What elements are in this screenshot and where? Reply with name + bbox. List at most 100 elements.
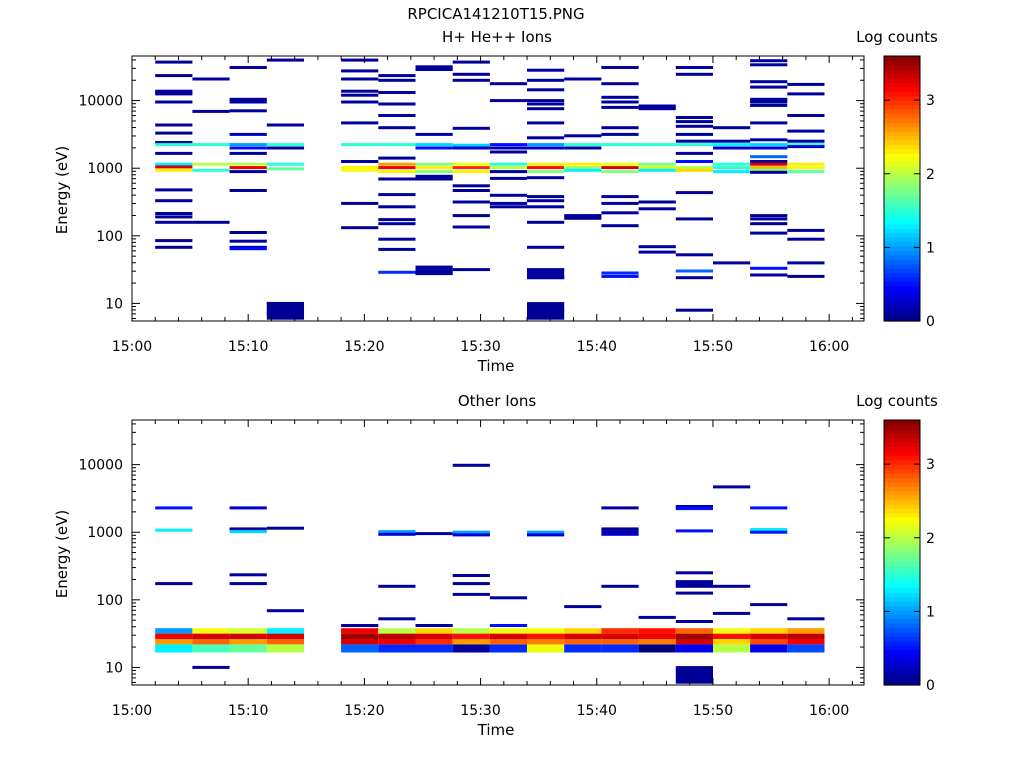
- colorbar-swatch: [884, 148, 920, 154]
- x-tick-label: 16:00: [809, 339, 849, 355]
- heatmap-cell: [750, 85, 788, 89]
- colorbar-swatch: [884, 508, 920, 514]
- heatmap-cell: [378, 584, 416, 588]
- colorbar-swatch: [884, 446, 920, 452]
- heatmap-cell: [229, 527, 267, 531]
- heatmap-cell: [378, 218, 416, 222]
- heatmap-cell: [787, 166, 825, 170]
- heatmap-band-cell: [675, 628, 713, 634]
- heatmap-band-cell: [155, 633, 193, 639]
- heatmap-cell: [229, 189, 267, 192]
- y-tick-label: 10000: [78, 458, 123, 474]
- colorbar-tick-label: 3: [926, 93, 935, 109]
- heatmap-cell: [155, 245, 193, 249]
- colorbar-swatch: [884, 201, 920, 207]
- colorbar-frame: [883, 55, 921, 322]
- colorbar-swatch: [884, 166, 920, 172]
- heatmap-cell: [155, 199, 193, 203]
- plot-frame: [131, 55, 865, 322]
- y-axis-label: Energy (eV): [53, 510, 71, 598]
- heatmap-band-cell: [750, 633, 788, 639]
- heatmap-cell: [750, 143, 788, 147]
- heatmap-cell: [489, 205, 528, 209]
- heatmap-cell: [675, 160, 713, 163]
- colorbar-tick-label: 1: [926, 604, 935, 620]
- heatmap-cell: [378, 222, 416, 226]
- colorbar-swatch: [884, 495, 920, 501]
- colorbar-swatch: [884, 126, 920, 132]
- heatmap-cell: [675, 269, 713, 273]
- colorbar-swatch: [884, 459, 920, 465]
- heatmap-cell: [415, 170, 453, 174]
- colorbar-swatch: [884, 574, 920, 580]
- colorbar-swatch: [884, 437, 920, 443]
- colorbar-swatch: [884, 583, 920, 589]
- heatmap-band-cell: [713, 628, 751, 634]
- x-tick-label: 15:00: [112, 339, 152, 355]
- colorbar-swatch: [884, 605, 920, 611]
- heatmap-cell: [713, 143, 751, 147]
- heatmap-cell: [415, 162, 453, 166]
- heatmap-band-cell: [527, 633, 565, 639]
- heatmap-cell: [713, 139, 751, 143]
- heatmap-cell: [155, 89, 193, 93]
- heatmap-cell: [415, 532, 453, 536]
- heatmap-cell: [601, 100, 639, 104]
- colorbar-swatch: [884, 565, 920, 571]
- heatmap-band-cell: [378, 639, 416, 645]
- heatmap-band-cell: [489, 639, 528, 645]
- colorbar-swatch: [884, 614, 920, 620]
- heatmap-cell: [675, 620, 713, 623]
- heatmap-cell: [638, 107, 676, 111]
- heatmap-band-cell: [750, 644, 788, 653]
- heatmap-cell: [675, 580, 713, 584]
- heatmap-band-cell: [564, 633, 602, 639]
- heatmap-cell: [601, 126, 639, 130]
- heatmap-cell: [527, 102, 565, 106]
- colorbar-swatch: [884, 60, 920, 66]
- heatmap-cell: [266, 162, 304, 166]
- heatmap-cell: [341, 77, 379, 81]
- heatmap-cell: [750, 121, 788, 125]
- heatmap-cell: [341, 58, 379, 62]
- heatmap-cell: [155, 131, 193, 135]
- heatmap-cell: [564, 146, 602, 150]
- heatmap-cell: [341, 100, 379, 104]
- heatmap-cell: [452, 146, 490, 150]
- heatmap-cell: [787, 82, 825, 86]
- heatmap-band-cell: [750, 628, 788, 634]
- colorbar-swatch: [884, 517, 920, 523]
- x-tick-label: 15:10: [228, 339, 268, 355]
- y-tick-label: 10: [105, 296, 123, 312]
- heatmap-cell: [452, 214, 490, 218]
- heatmap-band-cell: [229, 628, 267, 634]
- heatmap-cell: [155, 239, 193, 243]
- panel-title: H+ He++ Ions: [442, 28, 552, 46]
- heatmap-cell: [675, 143, 713, 147]
- heatmap-cell: [415, 68, 453, 71]
- heatmap-cell: [601, 132, 639, 136]
- heatmap-band-cell: [155, 644, 193, 653]
- heatmap-cell: [675, 507, 713, 511]
- heatmap-cell: [787, 261, 825, 265]
- heatmap-band-cell: [378, 644, 416, 653]
- heatmap-cell: [489, 162, 528, 166]
- heatmap-cell: [750, 162, 788, 166]
- colorbar-swatch: [884, 135, 920, 141]
- heatmap-cell: [155, 123, 193, 127]
- heatmap-band-cell: [675, 644, 713, 653]
- heatmap-cell: [527, 220, 565, 224]
- heatmap-cell: [564, 166, 602, 170]
- colorbar-tick-label: 0: [926, 678, 935, 694]
- heatmap-band-cell: [713, 639, 751, 645]
- heatmap-cell: [452, 126, 490, 130]
- colorbar-swatch: [884, 579, 920, 585]
- heatmap-band-cell: [787, 639, 825, 645]
- colorbar-swatch: [884, 561, 920, 567]
- heatmap-cell: [750, 214, 788, 218]
- heatmap-cell: [601, 95, 639, 99]
- x-tick-label: 15:40: [577, 339, 617, 355]
- colorbar-swatch: [884, 428, 920, 434]
- heatmap-cell: [675, 66, 713, 69]
- colorbar-tick-label: 2: [926, 167, 935, 183]
